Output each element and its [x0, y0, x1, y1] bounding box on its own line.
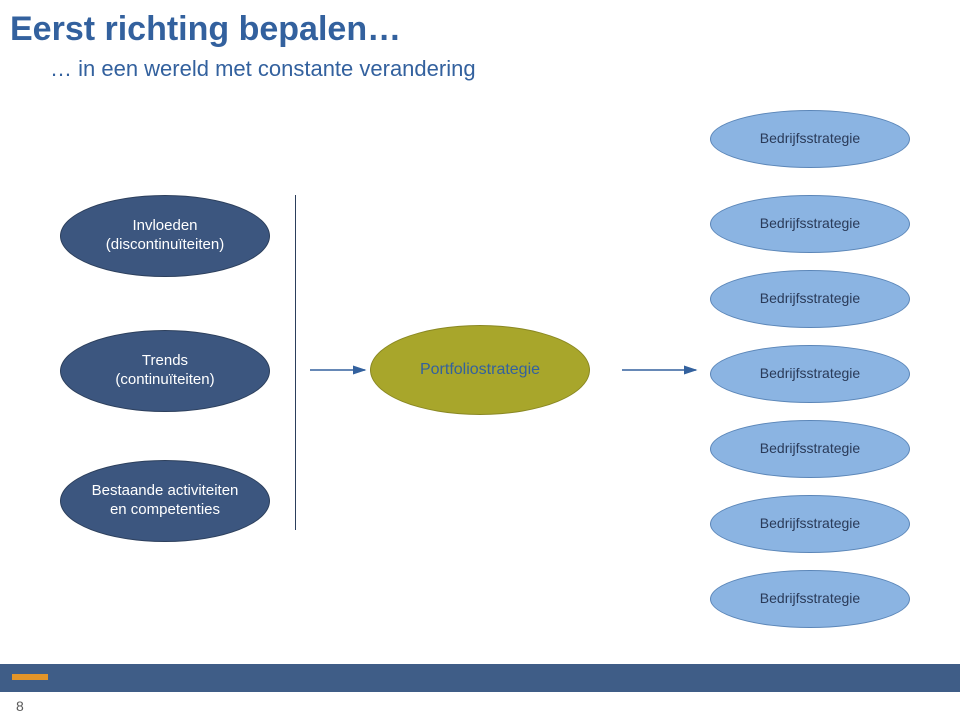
input-node-1: Trends (continuïteiten): [60, 330, 270, 412]
vertical-divider: [295, 195, 296, 530]
page-number: 8: [16, 698, 24, 714]
output-node-4: Bedrijfsstrategie: [710, 420, 910, 478]
center-node: Portfoliostrategie: [370, 325, 590, 415]
input-node-0: Invloeden (discontinuïteiten): [60, 195, 270, 277]
output-node-label: Bedrijfsstrategie: [760, 515, 860, 533]
page-subtitle: … in een wereld met constante veranderin…: [50, 56, 476, 82]
output-node-0: Bedrijfsstrategie: [710, 110, 910, 168]
footer-band: [0, 664, 960, 692]
output-node-2: Bedrijfsstrategie: [710, 270, 910, 328]
output-node-label: Bedrijfsstrategie: [760, 130, 860, 148]
output-node-label: Bedrijfsstrategie: [760, 290, 860, 308]
center-node-label: Portfoliostrategie: [420, 360, 540, 380]
input-node-label: Invloeden (discontinuïteiten): [106, 217, 224, 255]
input-node-2: Bestaande activiteiten en competenties: [60, 460, 270, 542]
output-node-1: Bedrijfsstrategie: [710, 195, 910, 253]
page-title: Eerst richting bepalen…: [10, 10, 401, 49]
output-node-label: Bedrijfsstrategie: [760, 365, 860, 383]
input-node-label: Bestaande activiteiten en competenties: [92, 482, 239, 520]
output-node-6: Bedrijfsstrategie: [710, 570, 910, 628]
output-node-label: Bedrijfsstrategie: [760, 215, 860, 233]
output-node-5: Bedrijfsstrategie: [710, 495, 910, 553]
output-node-3: Bedrijfsstrategie: [710, 345, 910, 403]
footer-base: [0, 692, 960, 720]
input-node-label: Trends (continuïteiten): [115, 352, 214, 390]
output-node-label: Bedrijfsstrategie: [760, 590, 860, 608]
footer-accent: [12, 674, 48, 680]
output-node-label: Bedrijfsstrategie: [760, 440, 860, 458]
